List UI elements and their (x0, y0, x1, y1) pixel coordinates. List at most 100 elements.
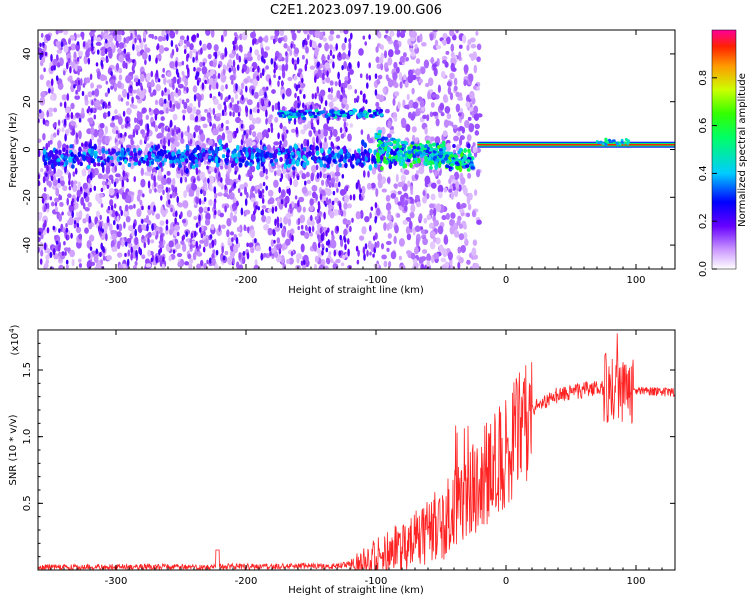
spectrogram-cell (210, 223, 215, 231)
spectrogram-cell (91, 36, 94, 44)
x-tick-label: -300 (105, 576, 128, 587)
spectrogram-cell (253, 210, 256, 216)
spectrogram-cell (277, 37, 282, 44)
spectrogram-cell (462, 34, 467, 44)
spectrogram-cell (444, 154, 449, 158)
spectrogram-cell (59, 179, 65, 187)
spectrogram-cell (323, 211, 326, 220)
spectrogram-cell (429, 136, 435, 142)
spectrogram-cell (67, 172, 72, 181)
spectrogram-cell (362, 246, 366, 255)
spectrogram-cell (291, 32, 297, 41)
spectrogram-cell (200, 233, 204, 239)
spectrogram-cell (214, 116, 221, 122)
spectrogram-cell (299, 89, 302, 95)
spectrogram-cell (439, 143, 444, 148)
spectrogram-cell (185, 98, 190, 103)
spectrogram-cell (126, 178, 129, 183)
spectrogram-cell (217, 181, 224, 187)
spectrogram-cell (224, 47, 227, 55)
spectrogram-cell (118, 264, 123, 269)
spectrogram-cell (246, 192, 249, 199)
spectrogram-cell (318, 94, 322, 101)
spectrogram-cell (239, 33, 243, 41)
spectrogram-cell (133, 161, 137, 166)
spectrogram-cell (197, 100, 201, 108)
spectrogram-cell (95, 261, 102, 269)
spectrogram-cell (103, 173, 109, 180)
spectrogram-cell (237, 232, 243, 238)
spectrogram-cell (181, 157, 185, 163)
spectrogram-cell (159, 254, 163, 262)
spectrogram-cell (84, 206, 90, 212)
spectrogram-cell (331, 182, 335, 188)
spectrogram-cell (96, 49, 100, 55)
spectrogram-cell (367, 240, 372, 250)
spectrogram-cell (97, 157, 101, 163)
spectrogram-cell (274, 218, 277, 227)
spectrogram-cell (263, 58, 266, 64)
spectrogram-cell (250, 246, 255, 254)
spectrogram-cell (201, 65, 208, 75)
spectrogram-cell (290, 250, 294, 257)
spectrogram-cell (361, 139, 365, 146)
spectrogram-cell (223, 101, 226, 106)
spectrogram-cell (445, 120, 452, 126)
spectrogram-cell (57, 30, 64, 34)
spectrogram-cell (80, 78, 83, 86)
spectrogram-cell (151, 122, 154, 127)
spectrogram-cell (150, 257, 154, 263)
spectrogram-cell (136, 208, 142, 218)
spectrogram-cell (213, 238, 217, 246)
spectrogram-cell (213, 44, 219, 52)
spectrogram-cell (218, 91, 221, 97)
spectrogram-cell (346, 152, 351, 158)
spectrogram-cell (312, 241, 317, 250)
spectrogram-cell (223, 30, 228, 37)
spectrogram-cell (70, 43, 77, 51)
y-tick-label: 1.5 (22, 362, 33, 378)
spectrogram-cell (387, 261, 392, 268)
spectrogram-cell (189, 257, 194, 264)
spectrogram-cell (359, 108, 363, 113)
spectrogram-cell (129, 151, 133, 157)
spectrogram-cell (445, 164, 450, 168)
spectrogram-cell (465, 164, 470, 168)
spectrogram-cell (424, 82, 430, 88)
spectrogram-cell (50, 78, 54, 87)
spectrogram-cell (441, 264, 447, 269)
spectrogram-cell (100, 203, 104, 208)
spectrogram-cell (423, 144, 428, 149)
spectrogram-cell (324, 137, 327, 143)
spectrogram-cell (147, 180, 151, 189)
spectrogram-cell (285, 87, 292, 97)
spectrogram-cell (70, 121, 77, 126)
spectrogram-cell (55, 187, 60, 197)
spectrogram-cell (227, 256, 234, 266)
spectrogram-cell (377, 172, 383, 182)
spectrogram-cell (327, 156, 332, 164)
spectrogram-cell (448, 188, 453, 193)
spectrogram-cell (237, 188, 241, 194)
spectrogram-cell (315, 230, 321, 236)
spectrogram-cell (338, 181, 341, 188)
spectrogram-cell (355, 182, 359, 190)
spectrogram-cell (459, 208, 465, 213)
spectrogram-cell (224, 104, 227, 113)
spectrogram-cell (93, 128, 99, 138)
spectrogram-cell (330, 130, 333, 138)
spectrogram-cell (177, 202, 184, 208)
spectrogram-cell (331, 239, 337, 249)
y-tick-label: 20 (22, 95, 33, 108)
spectrogram-cell (273, 231, 276, 236)
spectrogram-cell (198, 244, 202, 249)
spectrogram-cell (47, 160, 52, 165)
spectrogram-cell (468, 107, 474, 112)
spectrogram-cell (154, 145, 159, 151)
spectrogram-cell (155, 213, 161, 220)
spectrogram-cell (422, 196, 427, 204)
spectrogram-cell (292, 112, 297, 117)
spectrogram-cell (111, 246, 117, 252)
spectrogram-cell (374, 202, 378, 209)
spectrogram-cell (387, 233, 392, 239)
